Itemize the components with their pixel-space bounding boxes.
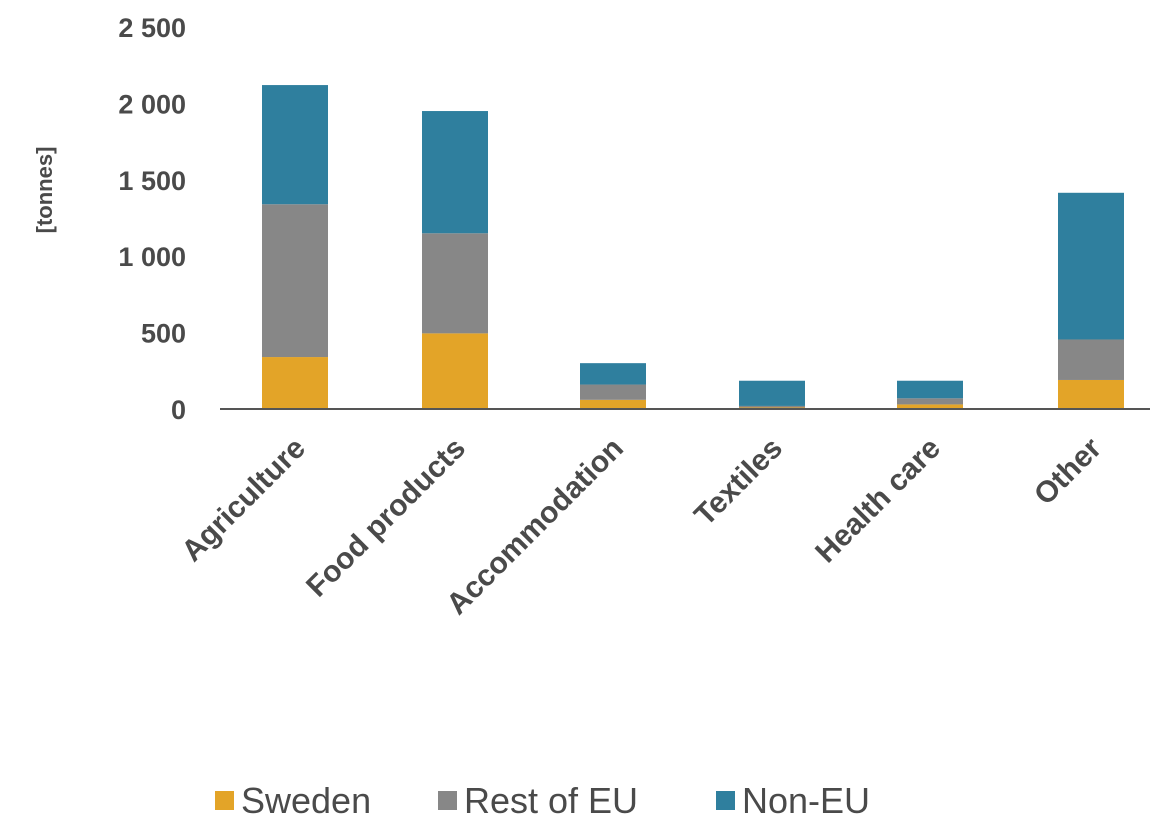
bars-group — [262, 85, 1124, 409]
y-tick-label: 1 000 — [118, 242, 186, 272]
bar-segment-non-eu — [897, 380, 963, 399]
bar-segment-rest-of-eu — [897, 398, 963, 405]
legend-swatch — [438, 791, 457, 810]
y-tick-label: 1 500 — [118, 166, 186, 196]
legend-swatch — [716, 791, 735, 810]
bar-segment-non-eu — [739, 380, 805, 406]
bar-segment-rest-of-eu — [1058, 339, 1124, 380]
bar-segment-sweden — [1058, 379, 1124, 409]
y-tick-label: 500 — [141, 319, 186, 349]
x-category-label: Food products — [300, 432, 472, 604]
bar-segment-sweden — [897, 404, 963, 409]
bar-segment-rest-of-eu — [739, 405, 805, 408]
y-tick-label: 2 500 — [118, 13, 186, 43]
x-category-label: Other — [1028, 431, 1108, 511]
x-category-label: Accommodation — [440, 432, 630, 622]
y-axis-ticks: 0 500 1 000 1 500 2 000 2 500 — [118, 13, 186, 425]
bar-segment-non-eu — [580, 363, 646, 385]
bar-segment-sweden — [262, 357, 328, 409]
legend-label: Rest of EU — [464, 780, 638, 818]
bar-segment-non-eu — [422, 111, 488, 234]
bar-segment-sweden — [422, 333, 488, 409]
x-category-label: Agriculture — [175, 432, 311, 568]
bar-segment-rest-of-eu — [422, 233, 488, 334]
bar-segment-rest-of-eu — [262, 204, 328, 358]
bar-segment-rest-of-eu — [580, 384, 646, 400]
x-category-label: Textiles — [688, 432, 789, 533]
y-tick-label: 0 — [171, 395, 186, 425]
y-axis-title: [tonnes] — [32, 147, 57, 234]
legend-label: Non-EU — [742, 780, 870, 818]
x-category-label: Health care — [809, 432, 947, 570]
bar-segment-sweden — [580, 399, 646, 409]
bar-segment-non-eu — [262, 85, 328, 205]
legend-swatch — [215, 791, 234, 810]
bar-segment-non-eu — [1058, 192, 1124, 340]
legend: Sweden Rest of EU Non-EU — [215, 780, 870, 821]
legend-label: Sweden — [241, 780, 371, 818]
y-tick-label: 2 000 — [118, 89, 186, 119]
